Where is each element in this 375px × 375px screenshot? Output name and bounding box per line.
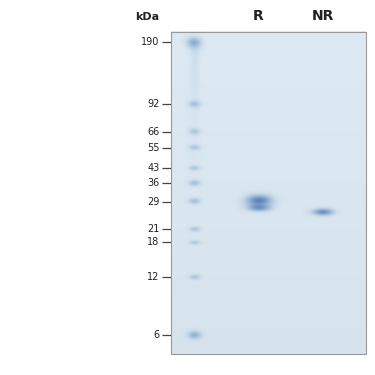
Text: 55: 55 — [147, 142, 159, 153]
Text: kDa: kDa — [135, 12, 159, 22]
Text: NR: NR — [312, 9, 334, 22]
Bar — [171, 32, 366, 354]
Text: R: R — [253, 9, 264, 22]
Text: 43: 43 — [147, 164, 159, 173]
Text: 36: 36 — [147, 178, 159, 189]
Text: 190: 190 — [141, 38, 159, 47]
Text: 6: 6 — [153, 330, 159, 340]
Text: 29: 29 — [147, 197, 159, 207]
Text: 92: 92 — [147, 99, 159, 109]
Text: 66: 66 — [147, 127, 159, 137]
Text: 18: 18 — [147, 237, 159, 247]
Text: 21: 21 — [147, 224, 159, 234]
Text: 12: 12 — [147, 272, 159, 282]
